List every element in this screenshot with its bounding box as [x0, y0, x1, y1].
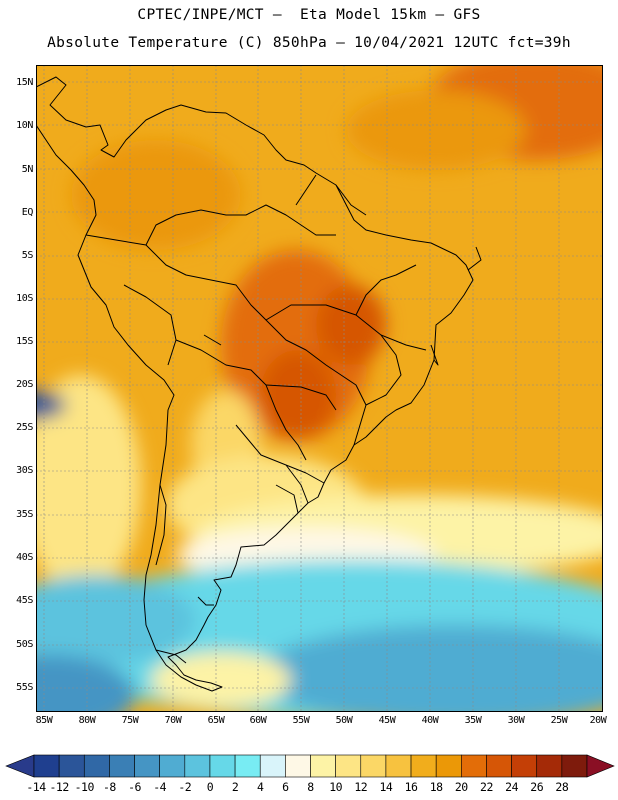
colorbar-tick-label: 10 [329, 780, 343, 794]
lon-label: 30W [507, 715, 525, 726]
colorbar-swatch [83, 754, 110, 778]
lat-label: 5N [21, 164, 34, 175]
colorbar-swatch [109, 754, 135, 778]
colorbar-tick-label: -14 [26, 780, 46, 794]
colorbar-swatch [511, 754, 538, 778]
lat-label: 25S [16, 422, 33, 433]
lon-label: 75W [121, 715, 139, 726]
colorbar-swatch [335, 754, 362, 778]
lat-label: 50S [16, 639, 33, 650]
lon-label: 70W [164, 715, 182, 726]
colorbar-tick-label: 26 [530, 780, 544, 794]
colorbar-swatch [234, 754, 261, 778]
colorbar-swatch [33, 754, 60, 778]
lat-label: 55S [16, 682, 33, 693]
lon-label: 80W [78, 715, 96, 726]
colorbar-swatch [360, 754, 387, 778]
lat-label: 40S [16, 552, 33, 563]
lon-label: 55W [292, 715, 310, 726]
colorbar-under-arrow [5, 754, 35, 778]
lat-label: 30S [16, 465, 33, 476]
map-title: CPTEC/INPE/MCT – Eta Model 15km – GFS [137, 7, 481, 23]
colorbar-tick-label: -6 [128, 780, 141, 794]
temperature-map [36, 65, 603, 712]
lon-label: 60W [249, 715, 267, 726]
colorbar-tick-label: 0 [206, 780, 214, 794]
colorbar-swatch [58, 754, 85, 778]
colorbar-swatch [134, 754, 160, 778]
colorbar-swatch [184, 754, 211, 778]
coastline-and-borders [36, 76, 482, 692]
colorbar-tick-label: 2 [231, 780, 239, 794]
colorbar-tick-label: 18 [429, 780, 443, 794]
lon-label: 40W [421, 715, 439, 726]
lon-label: 45W [378, 715, 396, 726]
lat-label: 45S [16, 595, 33, 606]
colorbar-tick-label: 6 [282, 780, 289, 794]
lat-label: 20S [16, 379, 33, 390]
colorbar-tick-label: -8 [102, 780, 116, 794]
colorbar-tick-label: 8 [307, 780, 314, 794]
grid-lines [36, 65, 603, 712]
lat-label: 35S [16, 509, 33, 520]
colorbar-swatch [461, 754, 487, 778]
colorbar-tick-label: 12 [354, 780, 368, 794]
lat-label: 5S [21, 250, 34, 261]
lat-label: 15S [16, 336, 33, 347]
lat-label: 10S [16, 293, 33, 304]
colorbar-over-arrow [586, 754, 615, 778]
lon-label: 25W [550, 715, 568, 726]
lon-label: 65W [207, 715, 225, 726]
colorbar-tick-label: 16 [404, 780, 418, 794]
lon-label: 20W [589, 715, 607, 726]
colorbar-swatch [410, 754, 437, 778]
colorbar-tick-label: -12 [49, 780, 69, 794]
colorbar-tick-label: 20 [454, 780, 468, 794]
lon-label: 85W [35, 715, 53, 726]
colorbar-swatch [285, 754, 311, 778]
map-subtitle: Absolute Temperature (C) 850hPa – 10/04/… [47, 35, 571, 51]
colorbar [5, 754, 615, 778]
colorbar-tick-label: 14 [379, 780, 393, 794]
colorbar-tick-label: 24 [505, 780, 518, 794]
colorbar-tick-label: -10 [74, 780, 95, 794]
colorbar-tick-label: 28 [555, 780, 569, 794]
colorbar-swatch [536, 754, 563, 778]
colorbar-swatch [159, 754, 186, 778]
lon-label: 50W [335, 715, 353, 726]
lat-label: EQ [21, 207, 34, 218]
colorbar-swatch [310, 754, 336, 778]
lon-label: 35W [464, 715, 482, 726]
colorbar-tick-label: 22 [480, 780, 493, 794]
colorbar-swatch [209, 754, 236, 778]
colorbar-swatch [385, 754, 412, 778]
colorbar-swatch [561, 754, 588, 778]
colorbar-tick-label: 4 [257, 780, 264, 794]
map-frame [36, 65, 603, 712]
colorbar-tick-label: -2 [178, 780, 192, 794]
colorbar-tick-label: -4 [153, 780, 167, 794]
lat-label: 15N [16, 77, 33, 88]
colorbar-swatch [435, 754, 462, 778]
lat-label: 10N [16, 120, 33, 131]
colorbar-swatch [486, 754, 512, 778]
colorbar-swatch [259, 754, 286, 778]
